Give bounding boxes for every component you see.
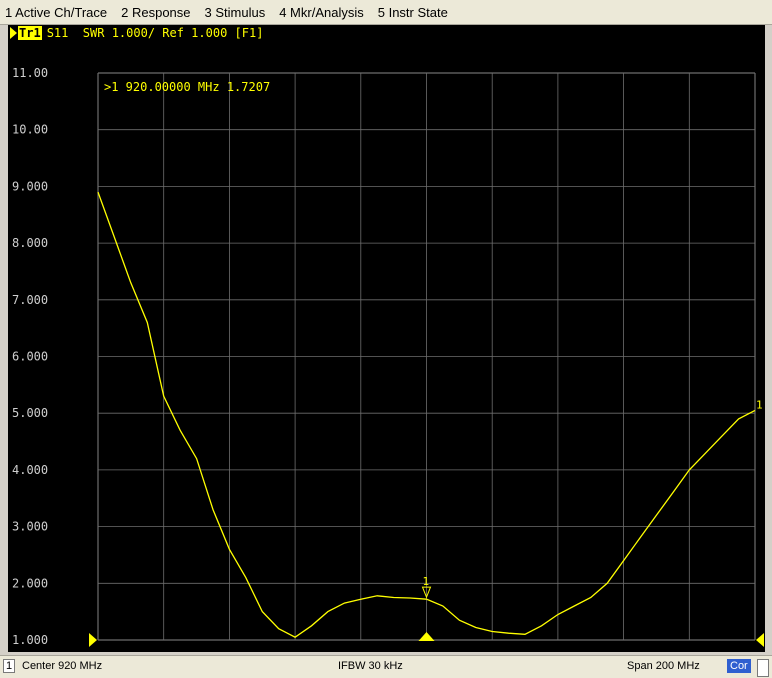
trace-header: Tr1 S11 SWR 1.000/ Ref 1.000 [F1] <box>8 25 765 40</box>
marker-1-triangle-icon <box>421 586 432 599</box>
menu-response[interactable]: 2 Response <box>121 4 191 20</box>
status-indicator-box <box>757 659 769 677</box>
trace-id-badge[interactable]: Tr1 <box>18 25 42 40</box>
trace-header-text[interactable]: S11 SWR 1.000/ Ref 1.000 [F1] <box>46 25 264 40</box>
marker-1-label: 1 <box>423 575 430 588</box>
y-tick-label: 3.000 <box>12 520 48 534</box>
grid <box>97 72 756 641</box>
y-tick-label: 8.000 <box>12 236 48 250</box>
menu-instr-state[interactable]: 5 Instr State <box>377 4 448 20</box>
swr-chart: 11.00 10.00 9.000 8.000 7.000 6.000 5.000 4.000… <box>12 66 764 647</box>
y-tick-label: 2.000 <box>12 576 48 590</box>
menu-bar: 1 Active Ch/Trace 2 Response 3 Stimulus … <box>0 0 772 25</box>
channel-number[interactable]: 1 <box>3 659 16 673</box>
center-frequency[interactable]: Center 920 MHz <box>22 660 103 672</box>
status-bar: 1 Center 920 MHz IFBW 30 kHz Span 200 MH… <box>0 655 772 678</box>
y-tick-label: 5.000 <box>12 406 48 420</box>
y-tick-label: 4.000 <box>12 463 48 477</box>
ifbw[interactable]: IFBW 30 kHz <box>338 660 403 672</box>
swr-trace-line <box>97 191 756 638</box>
y-tick-label: 10.00 <box>12 123 48 137</box>
plot-area <box>8 40 765 652</box>
y-tick-label: 9.000 <box>12 179 48 193</box>
y-tick-label: 11.00 <box>12 66 48 80</box>
markers: 11 <box>89 398 764 647</box>
menu-stimulus[interactable]: 3 Stimulus <box>204 4 266 20</box>
span-frequency[interactable]: Span 200 MHz <box>627 660 700 672</box>
marker-readout: >1 920.00000 MHz 1.7207 <box>104 80 270 94</box>
y-tick-label: 6.000 <box>12 350 48 364</box>
correction-badge[interactable]: Cor <box>727 659 751 673</box>
y-tick-labels: 11.00 10.00 9.000 8.000 7.000 6.000 5.000 4.000… <box>12 66 48 647</box>
trace-right-edge-label: 1 <box>756 398 763 411</box>
menu-active-ch-trace[interactable]: 1 Active Ch/Trace <box>5 4 108 20</box>
active-trace-arrow-icon <box>10 26 17 39</box>
marker-stimulus-triangle-icon <box>418 632 435 641</box>
ref-level-right-arrow-icon <box>756 633 764 647</box>
y-tick-label: 7.000 <box>12 293 48 307</box>
ref-level-left-arrow-icon <box>89 633 97 647</box>
menu-mkr-analysis[interactable]: 4 Mkr/Analysis <box>279 4 364 20</box>
y-tick-label: 1.000 <box>12 633 48 647</box>
